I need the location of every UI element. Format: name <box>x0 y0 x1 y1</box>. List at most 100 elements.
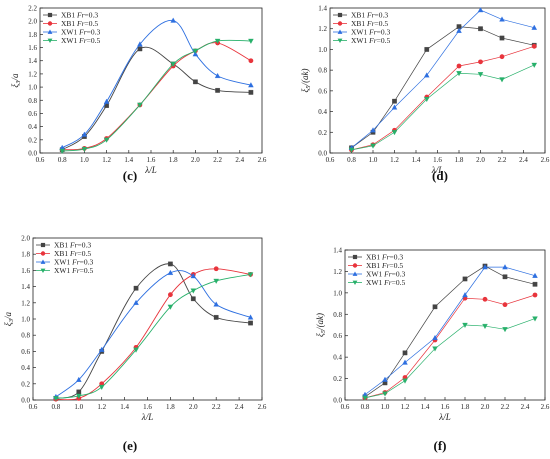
y-tick-label: 1.2 <box>21 299 30 307</box>
data-point <box>170 61 176 67</box>
legend-label: XB1 Fr=0.3 <box>366 253 403 262</box>
y-tick-label: 1.2 <box>318 25 327 33</box>
legend-marker <box>40 242 46 248</box>
data-point <box>477 7 484 13</box>
x-tick-label: 2.0 <box>481 403 490 411</box>
x-axis-label: λ/L <box>438 412 450 422</box>
data-point <box>532 272 538 278</box>
data-point <box>478 26 483 32</box>
data-point <box>462 322 468 328</box>
data-point <box>477 72 484 78</box>
data-point <box>423 72 430 78</box>
y-tick-label: 0.4 <box>28 123 37 131</box>
x-tick-label: 2.6 <box>541 156 550 164</box>
legend-label: XB1 Fr=0.3 <box>54 241 91 250</box>
y-tick-label: 0.4 <box>333 354 342 362</box>
data-point <box>59 148 65 154</box>
data-point <box>423 97 430 103</box>
x-tick-label: 1.4 <box>412 156 421 164</box>
panel-label: (e) <box>123 438 137 453</box>
data-point <box>168 292 173 298</box>
legend-marker <box>352 271 358 276</box>
x-tick-label: 0.6 <box>341 403 350 411</box>
legend-label: XB1 Fr=0.5 <box>366 261 403 270</box>
data-point <box>213 278 219 284</box>
x-tick-label: 1.2 <box>102 156 111 164</box>
y-tick-label: 0.2 <box>28 136 37 144</box>
data-point <box>482 264 488 270</box>
x-tick-label: 1.0 <box>381 403 390 411</box>
legend-label: XW1 Fr=0.3 <box>54 258 93 267</box>
x-tick-label: 1.6 <box>433 156 442 164</box>
data-point <box>532 281 538 287</box>
y-tick-label: 1.4 <box>21 283 30 291</box>
y-tick-label: 0.8 <box>333 311 342 319</box>
y-tick-label: 1.0 <box>318 46 327 54</box>
data-point <box>98 346 105 352</box>
y-tick-label: 0.2 <box>21 380 30 388</box>
data-point <box>192 51 199 57</box>
data-point <box>531 62 538 68</box>
data-point <box>424 47 430 52</box>
data-point <box>98 384 105 390</box>
legend-marker <box>40 259 46 264</box>
x-tick-label: 2.6 <box>258 156 267 164</box>
x-tick-label: 1.4 <box>120 403 129 411</box>
data-point <box>532 292 538 298</box>
x-tick-label: 0.8 <box>361 403 370 411</box>
data-point <box>462 292 468 298</box>
legend-marker <box>47 12 53 18</box>
x-tick-label: 2.4 <box>235 156 244 164</box>
y-tick-label: 0.6 <box>318 87 327 95</box>
x-tick-label: 0.8 <box>58 156 67 164</box>
data-point <box>76 376 82 382</box>
y-tick-label: 2.0 <box>28 18 37 26</box>
data-point <box>190 296 196 302</box>
y-tick-label: 0.4 <box>318 108 327 116</box>
y-tick-label: 0.0 <box>333 397 342 405</box>
panel-label: (c) <box>123 168 137 183</box>
data-point <box>499 54 505 60</box>
data-point <box>133 347 139 353</box>
y-tick-label: 2.2 <box>28 5 37 13</box>
legend-label: XB1 Fr=0.3 <box>61 11 98 20</box>
y-tick-label: 1.6 <box>21 267 30 275</box>
legend-marker <box>40 251 46 256</box>
y-tick-label: 0.8 <box>21 332 30 340</box>
x-tick-label: 1.0 <box>369 156 378 164</box>
x-tick-label: 0.6 <box>29 403 38 411</box>
data-point <box>432 334 438 340</box>
data-point <box>247 314 254 320</box>
legend-marker <box>337 38 343 44</box>
series-xw1-fr-0-3 <box>53 269 254 399</box>
y-tick-label: 1.8 <box>28 31 37 39</box>
series-line <box>55 270 251 398</box>
legend-label: XW1 Fr=0.5 <box>351 36 390 45</box>
x-tick-label: 2.6 <box>258 403 267 411</box>
series-xw1-fr-0-5 <box>53 272 254 402</box>
y-tick-label: 0.0 <box>21 397 30 405</box>
data-point <box>402 350 408 356</box>
x-tick-label: 1.6 <box>441 403 450 411</box>
y-axis-label: ξ5/(ak) <box>315 313 327 337</box>
series-xb1-fr-0-5 <box>362 292 538 401</box>
data-point <box>190 273 197 279</box>
data-point <box>81 131 88 137</box>
x-tick-label: 1.2 <box>401 403 410 411</box>
x-tick-label: 2.0 <box>191 156 200 164</box>
series-line <box>351 64 535 151</box>
data-point <box>432 346 438 352</box>
y-tick-label: 1.0 <box>28 84 37 92</box>
data-point <box>531 24 538 30</box>
x-tick-label: 0.6 <box>326 156 335 164</box>
series-xw1-fr-0-5 <box>362 316 538 401</box>
series-xw1-fr-0-3 <box>59 17 254 150</box>
x-tick-label: 0.6 <box>36 156 45 164</box>
y-tick-label: 0.6 <box>21 348 30 356</box>
legend-label: XB1 Fr=0.5 <box>54 249 91 258</box>
y-tick-label: 1.4 <box>318 5 327 13</box>
y-tick-label: 0.0 <box>28 150 37 158</box>
x-tick-label: 2.2 <box>213 156 222 164</box>
